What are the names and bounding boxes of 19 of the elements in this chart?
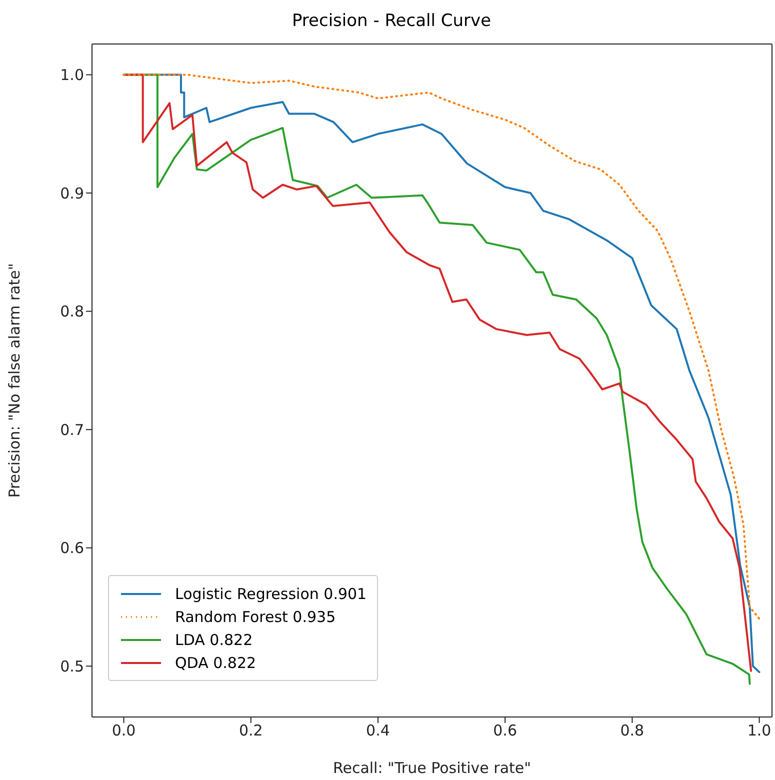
x-axis-title: Recall: "True Positive rate" xyxy=(332,759,532,777)
x-tick-label: 0.0 xyxy=(112,722,136,740)
x-tick-label: 0.6 xyxy=(493,722,518,740)
y-tick-label: 0.5 xyxy=(60,657,84,676)
y-tick-label: 1.0 xyxy=(60,66,84,84)
legend-label: Logistic Regression 0.901 xyxy=(175,584,367,602)
x-tick-label: 1.0 xyxy=(747,722,772,740)
y-tick-label: 0.9 xyxy=(60,184,84,202)
y-axis-title: Precision: "No false alarm rate" xyxy=(5,263,24,498)
legend-label: LDA 0.822 xyxy=(175,630,253,648)
chart-title: Precision - Recall Curve xyxy=(290,10,492,33)
legend-label: QDA 0.822 xyxy=(175,654,256,672)
y-tick-label: 0.8 xyxy=(60,302,84,321)
legend-label: Random Forest 0.935 xyxy=(175,608,336,626)
y-tick-label: 0.7 xyxy=(60,420,84,439)
x-tick-label: 0.2 xyxy=(238,722,263,740)
x-tick-label: 0.8 xyxy=(620,722,644,740)
x-tick-label: 0.4 xyxy=(366,722,390,740)
y-tick-label: 0.6 xyxy=(60,539,84,558)
